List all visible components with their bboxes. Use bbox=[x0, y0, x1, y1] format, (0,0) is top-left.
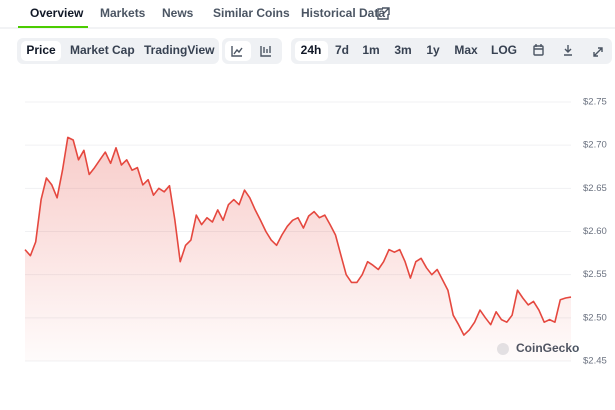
range-group bbox=[291, 38, 612, 64]
external-link-icon bbox=[377, 7, 390, 20]
view-button[interactable]: Price bbox=[26, 43, 56, 57]
active-pill bbox=[295, 41, 328, 61]
tab[interactable]: Historical Data bbox=[301, 6, 385, 20]
tab[interactable]: News bbox=[162, 6, 194, 20]
range-button[interactable]: 3m bbox=[394, 43, 411, 57]
view-button[interactable]: Market Cap bbox=[70, 43, 135, 57]
line-chart-icon[interactable] bbox=[231, 46, 243, 57]
y-tick-label: $2.55 bbox=[583, 269, 607, 280]
range-button[interactable]: 1y bbox=[426, 43, 440, 57]
y-tick-label: $2.65 bbox=[583, 183, 607, 194]
candle-chart-icon[interactable] bbox=[260, 46, 271, 57]
log-button[interactable]: LOG bbox=[491, 43, 517, 57]
range-button[interactable]: 7d bbox=[335, 43, 349, 57]
range-button[interactable]: 24h bbox=[301, 43, 322, 57]
range-button[interactable]: 1m bbox=[362, 43, 379, 57]
price-chart: $2.45$2.50$2.55$2.60$2.65$2.70$2.75CoinG… bbox=[24, 97, 607, 367]
view-group bbox=[17, 38, 219, 64]
calendar-icon[interactable] bbox=[533, 44, 544, 56]
active-pill bbox=[21, 41, 61, 61]
view-button[interactable]: TradingView bbox=[144, 43, 215, 57]
tab[interactable]: Overview bbox=[30, 6, 84, 20]
y-tick-label: $2.70 bbox=[583, 140, 607, 151]
tab[interactable]: Similar Coins bbox=[213, 6, 290, 20]
range-button[interactable]: Max bbox=[454, 43, 478, 57]
y-tick-label: $2.60 bbox=[583, 226, 607, 237]
download-icon[interactable] bbox=[564, 45, 572, 56]
tab[interactable]: Markets bbox=[100, 6, 146, 20]
expand-icon[interactable] bbox=[593, 47, 603, 57]
price-line bbox=[24, 136, 572, 336]
price-area bbox=[25, 137, 571, 361]
y-tick-label: $2.45 bbox=[583, 356, 607, 367]
y-tick-label: $2.75 bbox=[583, 97, 607, 108]
active-tab-underline bbox=[18, 26, 88, 28]
y-tick-label: $2.50 bbox=[583, 312, 607, 323]
